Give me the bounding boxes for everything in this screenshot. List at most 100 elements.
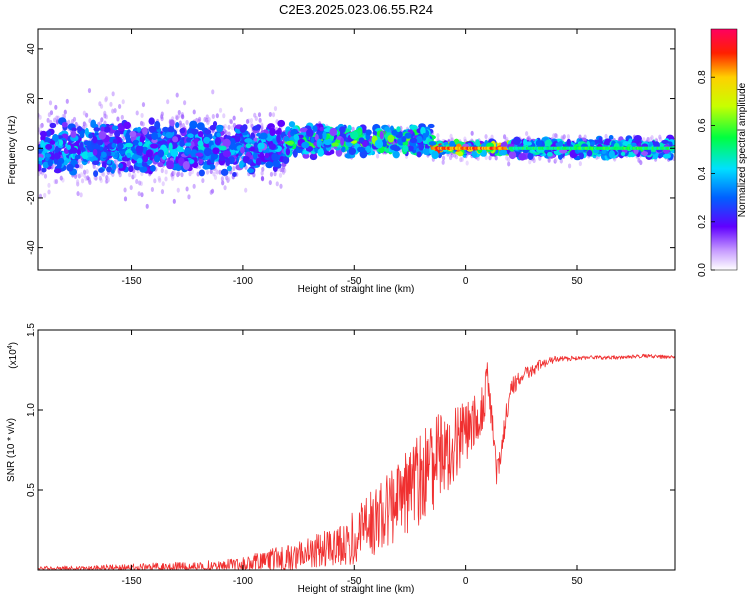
spectrogram-haze-point	[141, 121, 145, 127]
colorbar-tick-label: 0.2	[697, 214, 708, 228]
y-multiplier-base: (x10	[8, 349, 19, 369]
spectrogram-haze-point	[260, 176, 265, 182]
spectrogram-haze-point	[525, 131, 529, 137]
spectrogram-point	[69, 147, 78, 154]
spectrogram-point	[535, 139, 543, 147]
spectrogram-haze-point	[39, 123, 43, 129]
spectrogram-point	[508, 151, 517, 160]
spectrogram-haze-point	[79, 192, 83, 198]
spectrogram-point	[409, 124, 418, 131]
spectrogram-point	[620, 151, 626, 156]
spectrogram-point	[268, 143, 277, 150]
spectrogram-point	[137, 126, 142, 132]
spectrogram-haze-point	[104, 96, 109, 102]
spectrogram-point	[79, 130, 85, 139]
spectrogram-point	[131, 154, 139, 160]
spectrogram-haze-point	[275, 181, 279, 187]
spectrogram-haze-point	[187, 194, 191, 200]
spectrogram-point	[252, 125, 261, 131]
spectrogram-point	[179, 139, 185, 148]
spectrogram-haze-point	[192, 183, 196, 189]
spectrogram-point	[112, 138, 118, 144]
spectrogram-haze-point	[164, 169, 168, 175]
spectrogram-haze-point	[123, 196, 128, 202]
spectrogram-point	[415, 135, 423, 144]
spectrogram-point	[322, 131, 327, 140]
spectrogram-point	[81, 151, 89, 160]
spectrogram-point	[372, 130, 377, 136]
spectrogram-haze-point	[38, 114, 42, 120]
spectrogram-haze-point	[145, 203, 149, 209]
spectrogram-point	[310, 136, 315, 144]
top-x-tick-label: -150	[122, 276, 142, 287]
spectrogram-point	[136, 157, 143, 164]
spectrogram-point	[498, 149, 507, 156]
spectrogram-point	[269, 127, 276, 137]
spectrogram-point	[111, 163, 117, 171]
top-x-tick-label: 50	[571, 276, 583, 287]
spectrogram-haze-point	[53, 117, 57, 123]
spectrogram-point	[202, 164, 211, 170]
spectrogram-point	[282, 156, 290, 165]
spectrogram-point	[661, 139, 669, 144]
spectrogram-point	[518, 153, 527, 161]
spectrogram-haze-point	[76, 191, 80, 197]
spectrogram-point	[186, 137, 192, 143]
top-y-axis-label: Frequency (Hz)	[7, 116, 18, 185]
spectrogram-point	[341, 146, 346, 153]
spectrogram-haze-point	[648, 136, 653, 142]
spectrogram-point	[662, 153, 671, 159]
spectrogram-point	[49, 122, 57, 129]
spectrogram-haze-point	[153, 178, 157, 184]
spectrogram-point	[378, 146, 385, 154]
spectrogram-haze-point	[135, 110, 139, 116]
spectrogram-haze-point	[268, 111, 272, 117]
spectrogram-point	[53, 168, 62, 174]
spectrogram-haze-point	[221, 180, 225, 186]
spectrogram-point	[301, 141, 310, 149]
spectrogram-haze-point	[98, 101, 102, 107]
spectrogram-point	[527, 152, 534, 161]
spectrogram-point	[182, 161, 190, 170]
spectrogram-haze-point	[129, 185, 133, 191]
spectrogram-point	[302, 153, 310, 159]
spectrogram-point	[255, 157, 262, 166]
spectrogram-haze-point	[222, 113, 226, 119]
spectrogram-point	[40, 139, 45, 149]
svg-text:(x104): (x104)	[7, 342, 19, 369]
spectrogram-point	[126, 159, 131, 167]
spectrogram-haze-point	[215, 113, 219, 119]
spectrogram-point	[162, 126, 169, 133]
spectrogram-point	[61, 121, 68, 128]
spectrogram-point	[138, 141, 143, 147]
spectrogram-point	[312, 125, 318, 132]
spectrogram-point	[240, 146, 245, 154]
spectrogram-point	[271, 152, 278, 161]
spectrogram-point	[431, 150, 439, 160]
spectrogram-haze-point	[176, 171, 180, 177]
spectrogram-point	[449, 140, 456, 149]
spectrogram-point	[208, 163, 216, 170]
spectrogram-point	[170, 149, 179, 158]
spectrogram-point	[132, 139, 140, 146]
spectrogram-point	[259, 132, 268, 140]
spectrogram-point	[196, 122, 205, 131]
spectrogram-point	[350, 131, 359, 140]
spectrogram-haze-point	[103, 113, 107, 119]
spectrogram-point	[151, 132, 159, 141]
spectrogram-point	[184, 142, 192, 147]
spectrogram-point	[379, 130, 384, 140]
spectrogram-point	[148, 125, 157, 133]
spectrogram-haze-point	[273, 106, 278, 112]
spectrogram-point	[238, 160, 244, 169]
spectrogram-haze-point	[117, 104, 122, 110]
spectrogram-point	[239, 125, 246, 133]
spectrogram-point	[316, 138, 322, 148]
spectrogram-point	[184, 147, 192, 155]
spectrogram-haze-point	[436, 133, 440, 139]
spectrogram-haze-point	[54, 179, 59, 185]
spectrogram-point	[49, 140, 56, 145]
spectrogram-point	[168, 142, 173, 152]
y-multiplier-exponent: 4	[7, 345, 14, 349]
bottom-x-tick-label: 50	[571, 576, 583, 587]
